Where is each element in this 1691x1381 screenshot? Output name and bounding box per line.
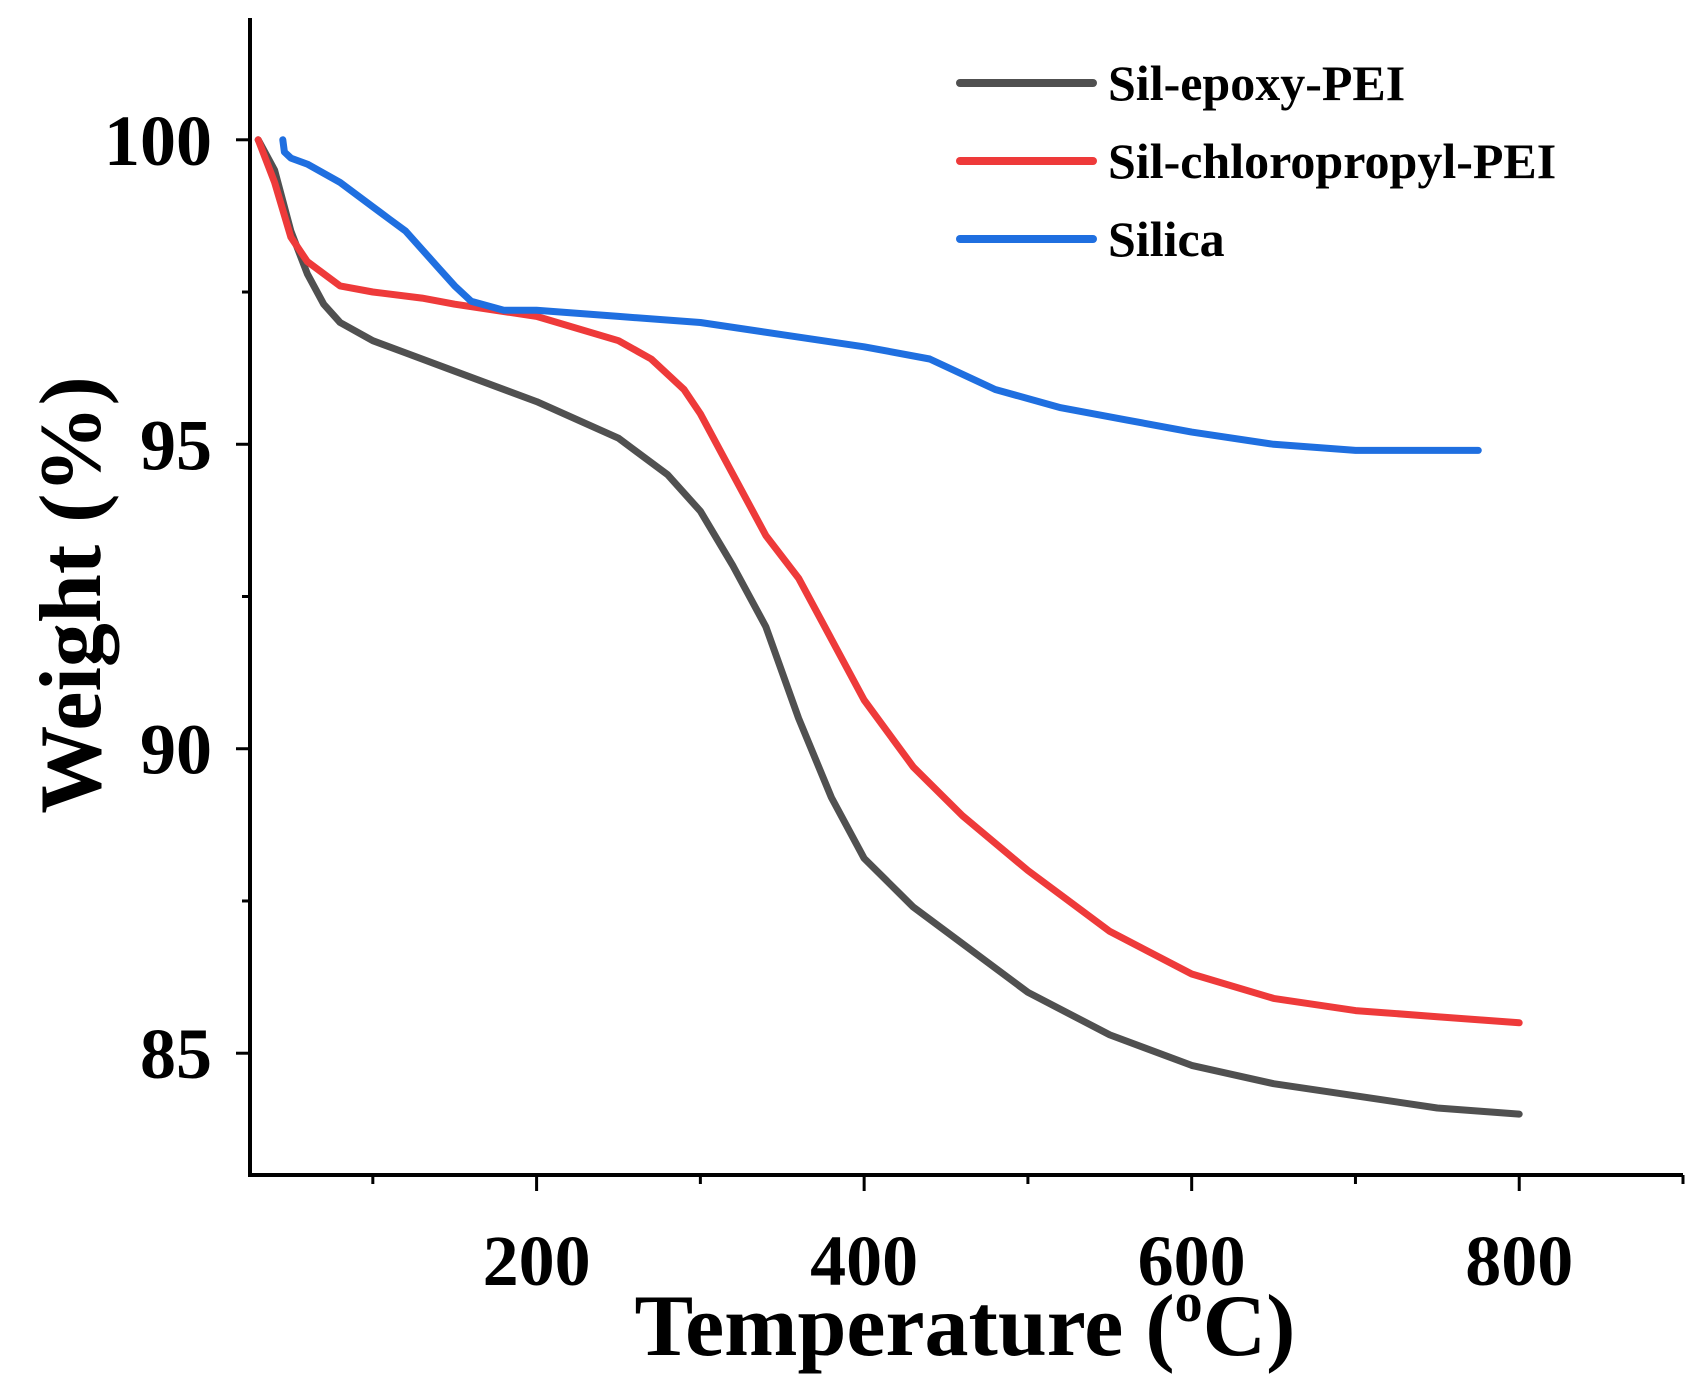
legend-label: Sil-chloropropyl-PEI [1108,133,1556,189]
tick-labels-group: 200 400 600 800 85 90 95 100 [104,101,1573,1301]
y-tick-label: 90 [140,710,212,790]
y-tick-label: 85 [140,1014,212,1094]
series-line-sil-chloropropyl-pei [254,136,1523,1027]
x-axis-title-main: Temperature ( [635,1278,1175,1375]
x-tick-label: 200 [483,1221,591,1301]
y-axis-title: Weight (%) [23,376,120,814]
x-axis-title-unit: C) [1203,1278,1296,1375]
x-axis-title: Temperature (oC) [635,1272,1296,1375]
x-tick-label: 800 [1465,1221,1573,1301]
series-line-sil-epoxy-pei [254,136,1523,1118]
legend-label: Silica [1108,211,1225,267]
legend-label: Sil-epoxy-PEI [1108,55,1405,111]
ticks-group [236,138,1685,1191]
x-axis-title-superscript: o [1175,1272,1203,1334]
x-tick-label: 400 [810,1221,918,1301]
series-line-silica [279,136,1482,454]
axes-group [248,18,1683,1177]
plot-series-group [254,136,1523,1118]
x-tick-label: 600 [1138,1221,1246,1301]
y-tick-label: 95 [140,405,212,485]
legend: Sil-epoxy-PEI Sil-chloropropyl-PEI Silica [956,55,1556,267]
y-tick-label: 100 [104,101,212,181]
